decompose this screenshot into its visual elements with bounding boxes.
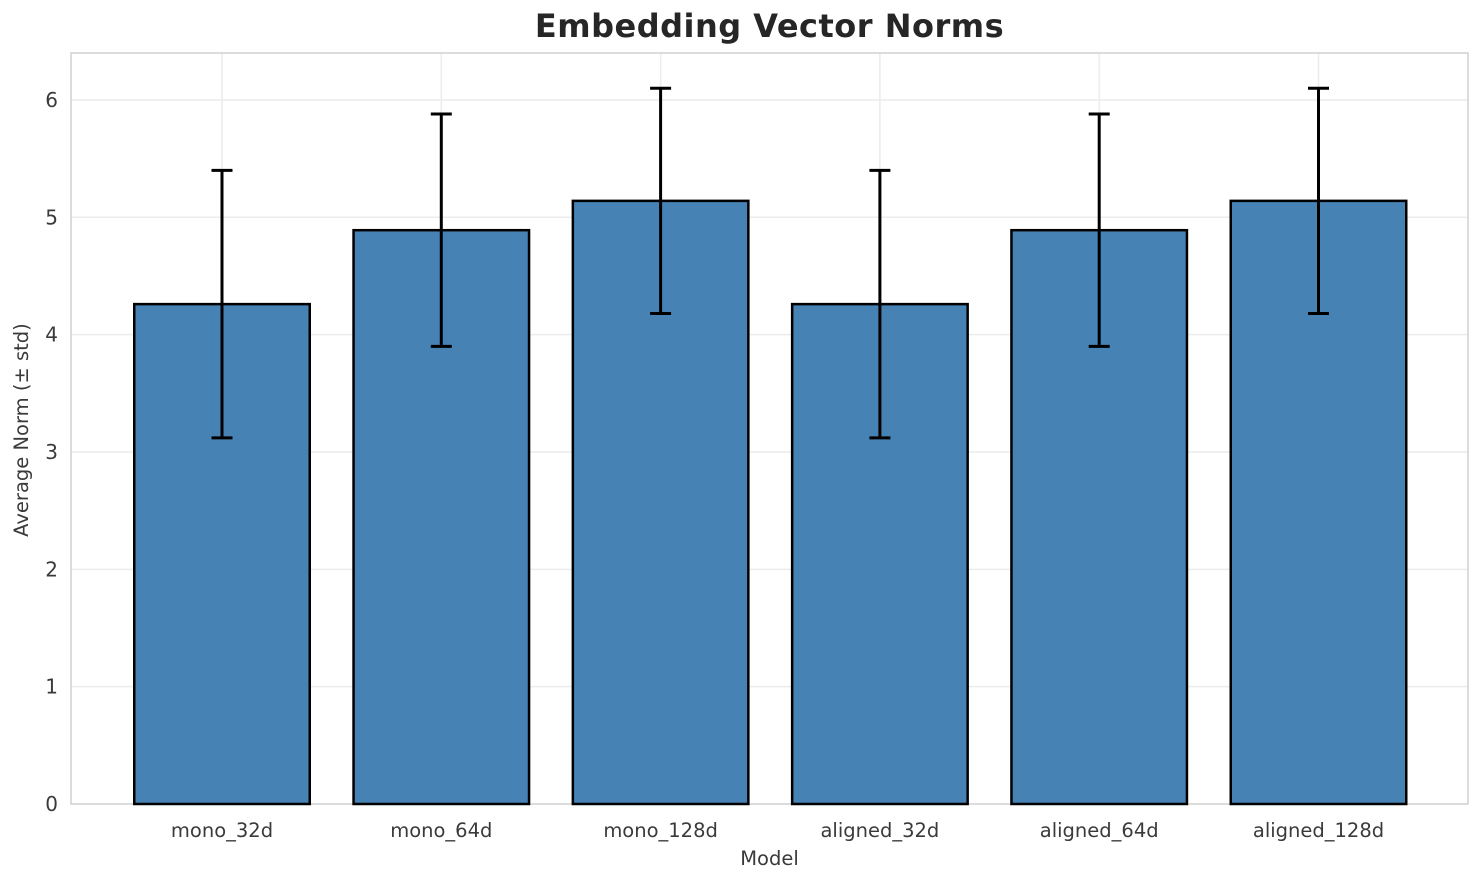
x-tick-label: mono_32d [171,819,273,842]
y-tick-label: 5 [45,205,58,229]
y-tick-label: 3 [45,440,58,464]
y-tick-label: 6 [45,88,58,112]
y-tick-label: 0 [45,792,58,816]
x-tick-label: aligned_128d [1253,819,1384,842]
y-axis-label: Average Norm (± std) [10,323,33,537]
x-axis-label: Model [740,847,799,870]
plot-frame [70,52,1469,805]
x-tick-label: aligned_32d [820,819,939,842]
chart-title: Embedding Vector Norms [534,7,1005,45]
y-tick-label: 4 [45,323,58,347]
y-tick-label: 1 [45,675,58,699]
x-tick-label: mono_64d [390,819,492,842]
y-tick-label: 2 [45,557,58,581]
x-tick-label: aligned_64d [1040,819,1159,842]
x-tick-label: mono_128d [603,819,718,842]
